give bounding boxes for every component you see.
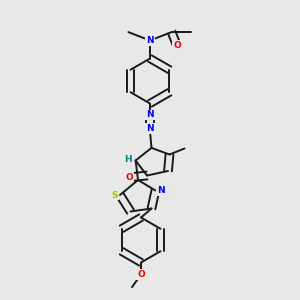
Text: N: N xyxy=(146,124,154,133)
Text: N: N xyxy=(146,36,154,45)
Text: H: H xyxy=(124,154,132,164)
Text: O: O xyxy=(126,172,134,182)
Text: N: N xyxy=(146,110,154,119)
Text: N: N xyxy=(157,186,165,195)
Text: S: S xyxy=(111,190,118,200)
Text: O: O xyxy=(173,41,181,50)
Text: O: O xyxy=(137,270,145,279)
